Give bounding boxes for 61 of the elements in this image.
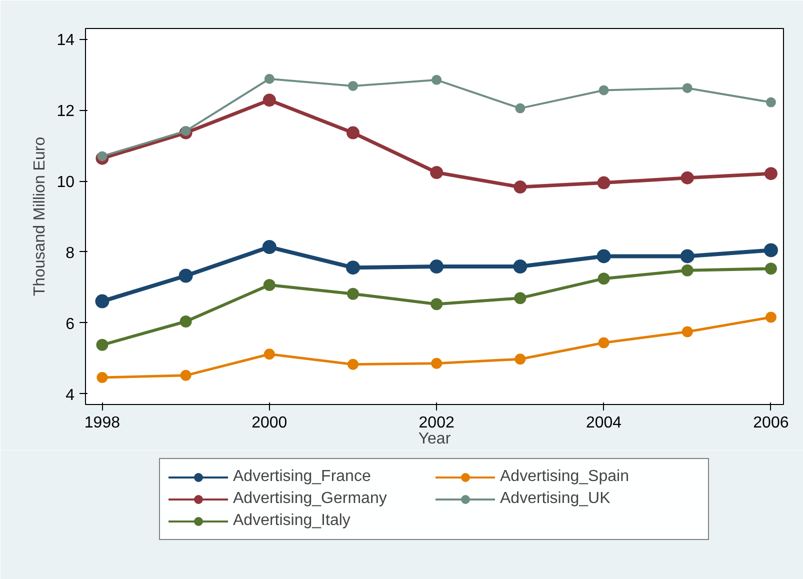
- point: [598, 272, 610, 285]
- legend-label: Advertising_Germany: [233, 490, 388, 508]
- x-tick-label: 2000: [252, 414, 288, 432]
- x-tick-label: 2002: [418, 414, 454, 432]
- point: [764, 262, 777, 275]
- point: [430, 166, 444, 180]
- point: [264, 348, 275, 360]
- point: [431, 358, 442, 369]
- point: [178, 268, 193, 283]
- x-tick-label: 2006: [753, 414, 789, 432]
- point: [764, 243, 778, 258]
- point: [596, 249, 611, 264]
- point: [95, 294, 110, 308]
- legend-label: Advertising_UK: [500, 490, 612, 508]
- y-tick-label: 8: [66, 244, 75, 262]
- point: [597, 176, 610, 190]
- x-axis-title: Year: [418, 430, 452, 448]
- point: [347, 358, 358, 370]
- point: [180, 370, 192, 381]
- point: [682, 326, 693, 338]
- y-tick-label: 6: [66, 316, 75, 333]
- point: [430, 298, 443, 310]
- point: [262, 94, 276, 107]
- y-axis-title: Thousand Million Euro: [32, 136, 49, 296]
- y-tick-label: 14: [56, 32, 75, 50]
- point: [598, 337, 610, 348]
- legend-label: Advertising_Spain: [500, 468, 630, 486]
- point: [682, 83, 692, 94]
- point: [515, 103, 526, 114]
- x-tick-label: 2004: [586, 414, 622, 432]
- x-tick-label: 1998: [84, 414, 120, 432]
- point: [764, 167, 778, 180]
- point: [766, 97, 776, 108]
- point: [180, 316, 192, 328]
- point: [680, 171, 694, 184]
- point: [346, 260, 360, 275]
- y-tick-label: 4: [66, 386, 75, 404]
- point: [432, 74, 442, 85]
- point: [348, 80, 358, 91]
- point: [346, 288, 359, 300]
- point: [180, 126, 191, 136]
- legend-label: Advertising_Italy: [233, 512, 352, 530]
- point: [96, 338, 108, 351]
- y-tick-label: 12: [56, 103, 75, 120]
- point: [765, 312, 776, 323]
- legend-label: Advertising_France: [233, 468, 372, 486]
- y-tick-label: 10: [56, 174, 75, 192]
- point: [514, 292, 526, 304]
- point: [514, 354, 526, 365]
- point: [514, 180, 527, 194]
- point: [264, 74, 274, 84]
- point: [97, 151, 108, 162]
- point: [262, 240, 276, 254]
- point: [681, 264, 694, 276]
- point: [680, 249, 694, 264]
- point: [263, 278, 276, 291]
- point: [513, 260, 528, 274]
- point: [96, 372, 108, 384]
- point: [598, 85, 609, 96]
- point: [346, 126, 360, 140]
- point: [430, 260, 444, 274]
